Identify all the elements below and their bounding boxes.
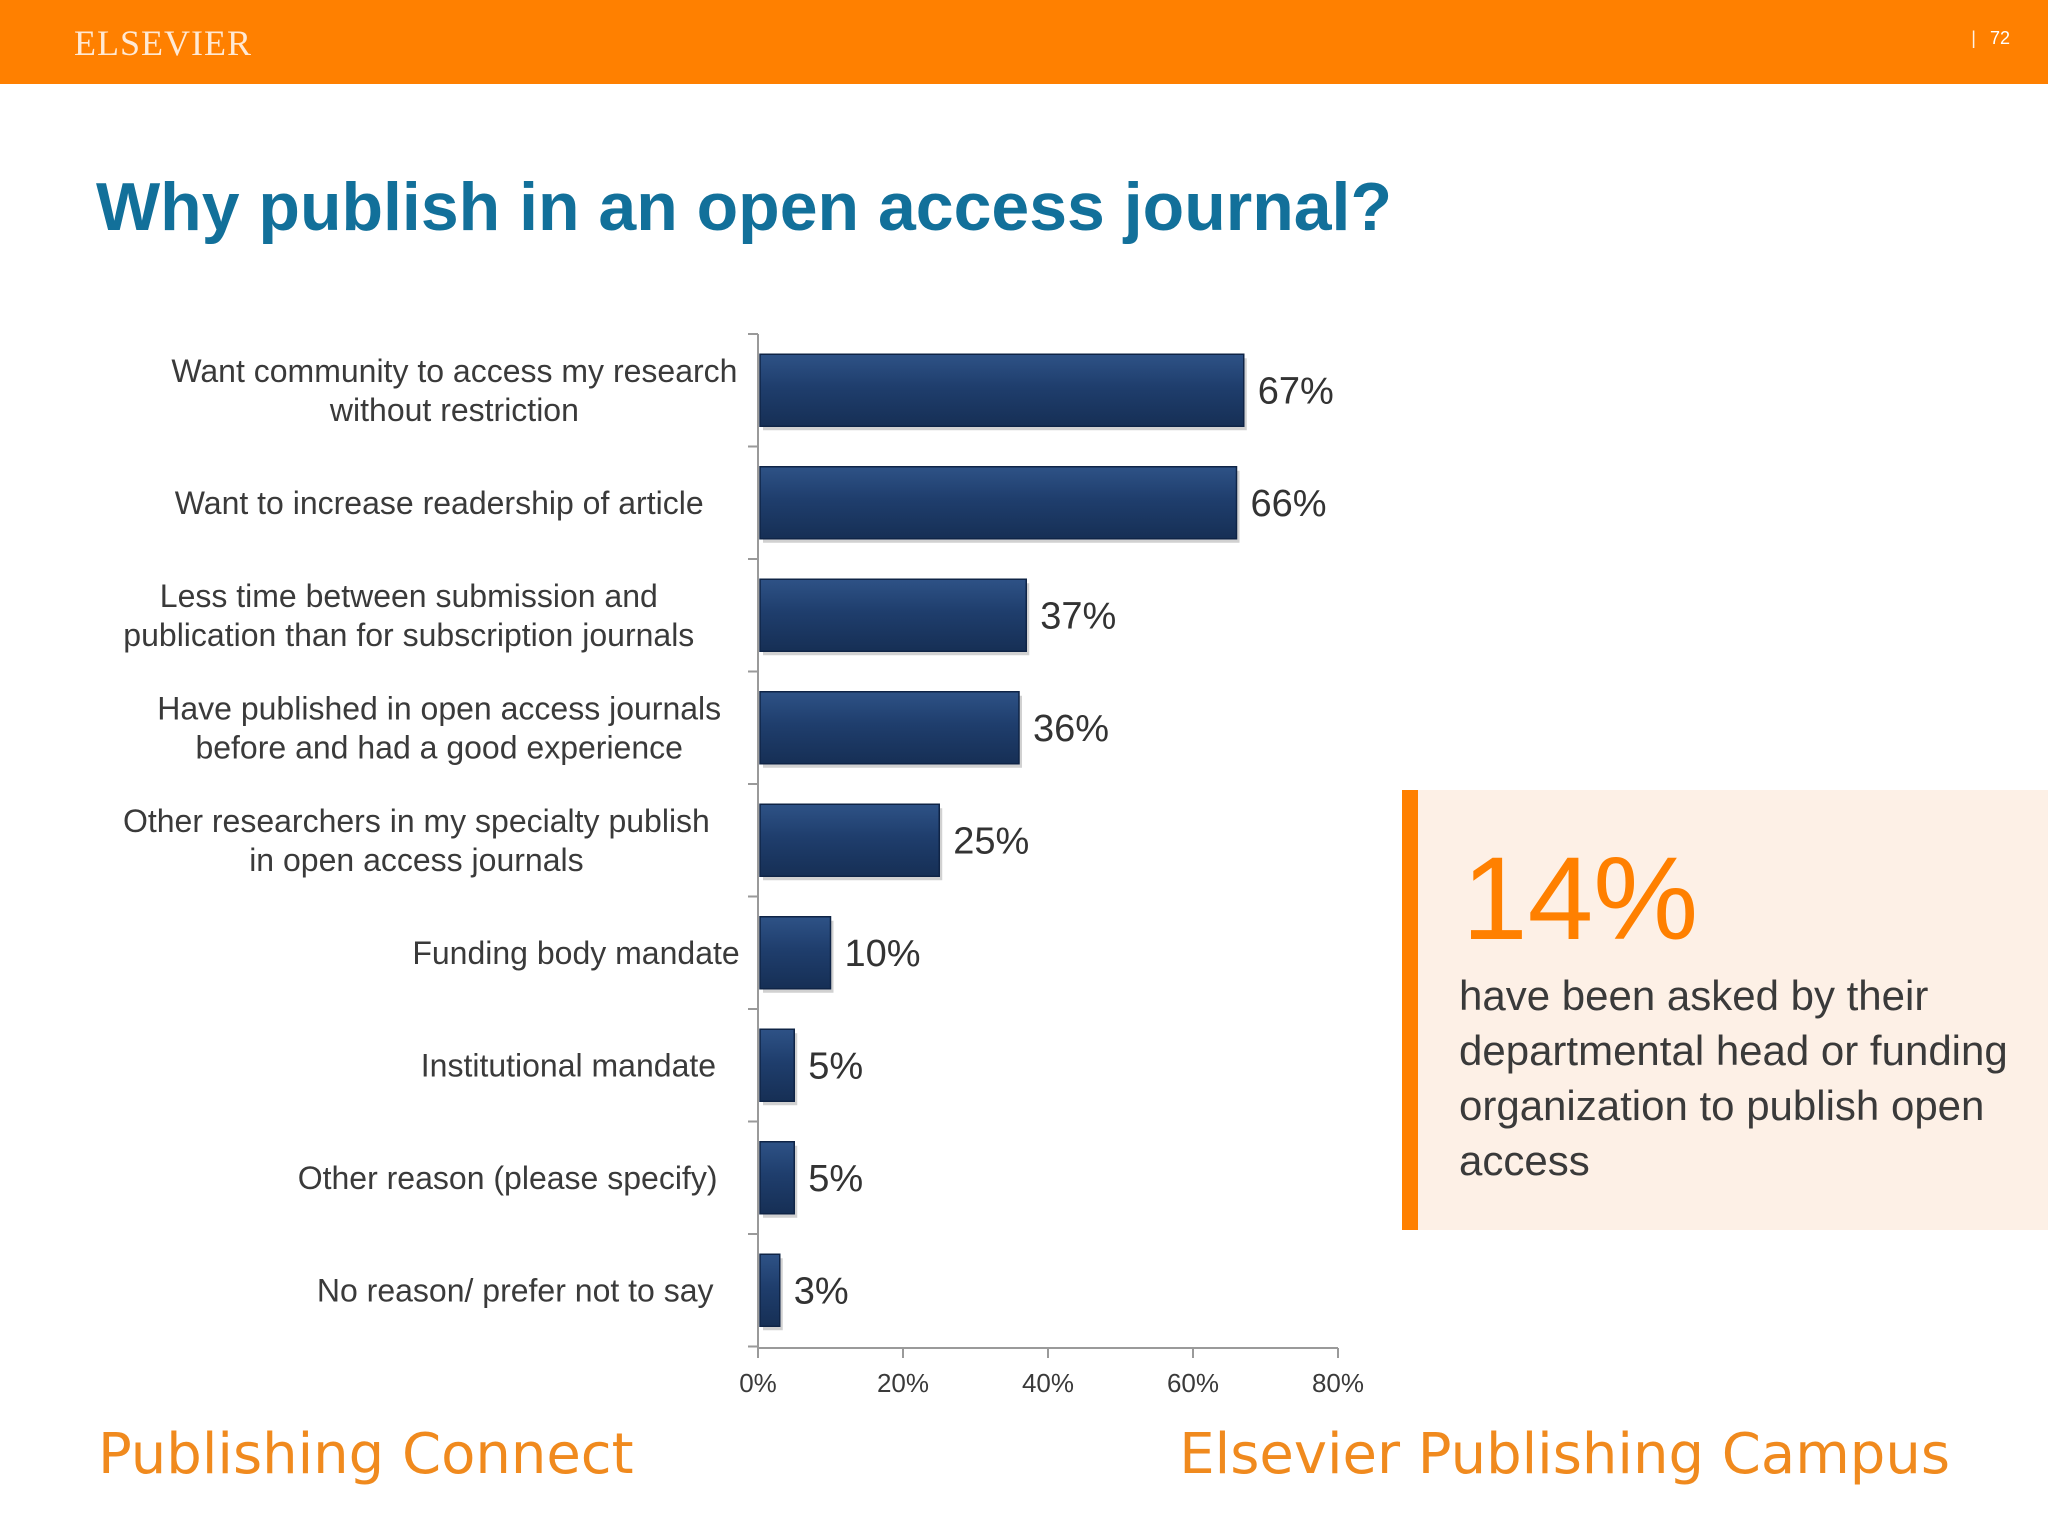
bar bbox=[759, 466, 1238, 540]
bar bbox=[759, 1253, 781, 1327]
callout-description: have been asked by their departmental he… bbox=[1459, 972, 2008, 1184]
bar bbox=[759, 1028, 795, 1102]
bar-value-label: 10% bbox=[845, 933, 921, 975]
category-label: Institutional mandate bbox=[421, 1047, 716, 1083]
bar-value-label: 3% bbox=[794, 1270, 849, 1312]
x-tick-label: 80% bbox=[1312, 1368, 1364, 1398]
bar bbox=[759, 803, 940, 877]
x-tick-label: 60% bbox=[1167, 1368, 1219, 1398]
callout-statistic: 14% bbox=[1462, 833, 1699, 965]
bar bbox=[759, 1141, 795, 1215]
category-label: Want community to access my research with… bbox=[171, 353, 737, 428]
category-label: Want to increase readership of article bbox=[175, 485, 704, 521]
slide-title: Why publish in an open access journal? bbox=[96, 169, 1392, 245]
page-number: | 72 bbox=[1971, 28, 2010, 49]
bar-value-label: 5% bbox=[808, 1158, 863, 1200]
category-label: Other reason (please specify) bbox=[298, 1160, 718, 1196]
category-label: No reason/ prefer not to say bbox=[317, 1272, 714, 1308]
bar-value-label: 5% bbox=[808, 1045, 863, 1087]
bar-value-label: 67% bbox=[1258, 370, 1334, 412]
elsevier-logo: ELSEVIER bbox=[74, 23, 252, 63]
bar-chart: 0% 20% 40% 60% 80% 67% Want community to acces… bbox=[123, 333, 1364, 1398]
category-label: Funding body mandate bbox=[412, 935, 739, 971]
category-label: Less time between submission and publicat… bbox=[123, 578, 694, 653]
footer-publishing-campus: Elsevier Publishing Campus bbox=[1179, 1422, 1950, 1487]
header-bar: ELSEVIER | 72 bbox=[0, 0, 2048, 84]
bar-value-label: 66% bbox=[1251, 483, 1327, 525]
bar bbox=[759, 916, 832, 990]
bar bbox=[759, 353, 1245, 427]
callout-box: 14% have been asked by their departmenta… bbox=[1402, 790, 2048, 1230]
page-number-separator: | bbox=[1971, 28, 1976, 48]
page-number-value: 72 bbox=[1989, 28, 2010, 48]
bar-value-label: 36% bbox=[1033, 708, 1109, 750]
x-tick-label: 0% bbox=[739, 1368, 777, 1398]
callout-accent-bar bbox=[1402, 790, 1418, 1230]
footer-publishing-connect: Publishing Connect bbox=[98, 1422, 634, 1487]
x-tick-label: 40% bbox=[1022, 1368, 1074, 1398]
bar-value-label: 37% bbox=[1040, 595, 1116, 637]
bar bbox=[759, 578, 1027, 652]
category-label: Other researchers in my specialty publis… bbox=[123, 803, 710, 878]
bar bbox=[759, 691, 1020, 765]
category-label: Have published in open access journals be… bbox=[157, 690, 721, 765]
x-tick-label: 20% bbox=[877, 1368, 929, 1398]
bar-value-label: 25% bbox=[953, 820, 1029, 862]
